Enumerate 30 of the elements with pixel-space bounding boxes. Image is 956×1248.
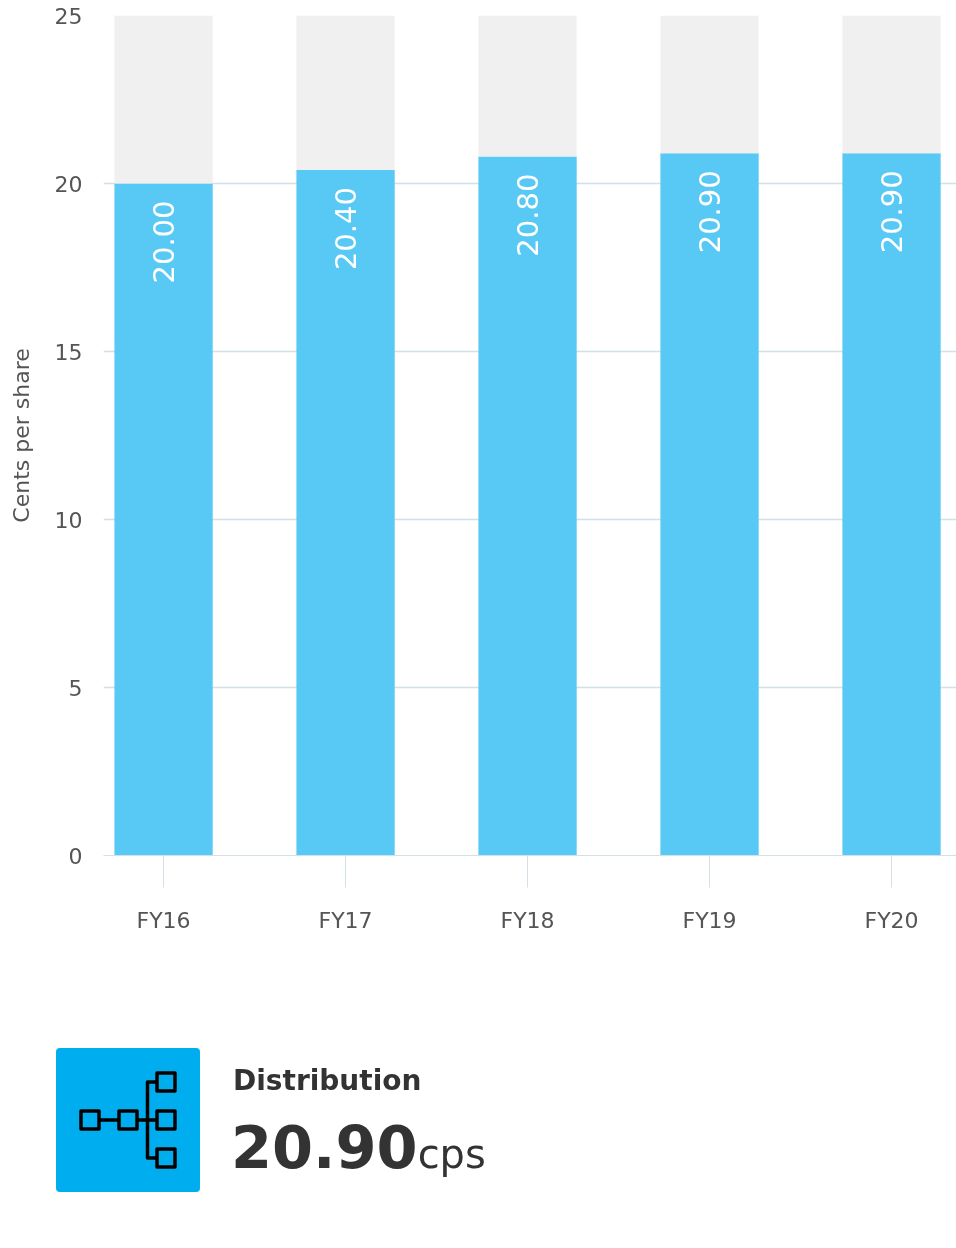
x-tick-label: FY17	[318, 907, 373, 933]
text: 20.90	[231, 1113, 418, 1182]
x-tick-label: FY19	[682, 907, 737, 933]
y-axis-title: Cents per share	[8, 348, 34, 523]
data-label: 20.90	[875, 170, 910, 254]
bar	[842, 15, 941, 154]
bar	[478, 15, 577, 157]
bar	[296, 15, 395, 171]
bar	[660, 153, 759, 856]
data-label: 20.00	[147, 200, 182, 284]
text: cps	[417, 1131, 486, 1177]
data-label: 20.40	[329, 187, 364, 271]
y-tick-label: 25	[54, 3, 83, 29]
y-tick-label: 10	[54, 507, 83, 533]
y-tick-label: 20	[54, 171, 83, 197]
y-tick-label: 0	[68, 843, 83, 869]
text: Distribution	[233, 1064, 422, 1097]
bar	[660, 15, 759, 154]
y-tick-label: 15	[54, 339, 83, 365]
x-tick-label: FY18	[500, 907, 555, 933]
bar	[114, 183, 213, 856]
bar	[296, 170, 395, 856]
x-tick-label: FY16	[136, 907, 191, 933]
data-label: 20.90	[693, 170, 728, 254]
bar	[842, 153, 941, 856]
bar	[478, 156, 577, 856]
bar	[114, 15, 213, 184]
y-tick-label: 5	[68, 675, 83, 701]
data-label: 20.80	[511, 173, 546, 257]
x-tick-label: FY20	[864, 907, 919, 933]
